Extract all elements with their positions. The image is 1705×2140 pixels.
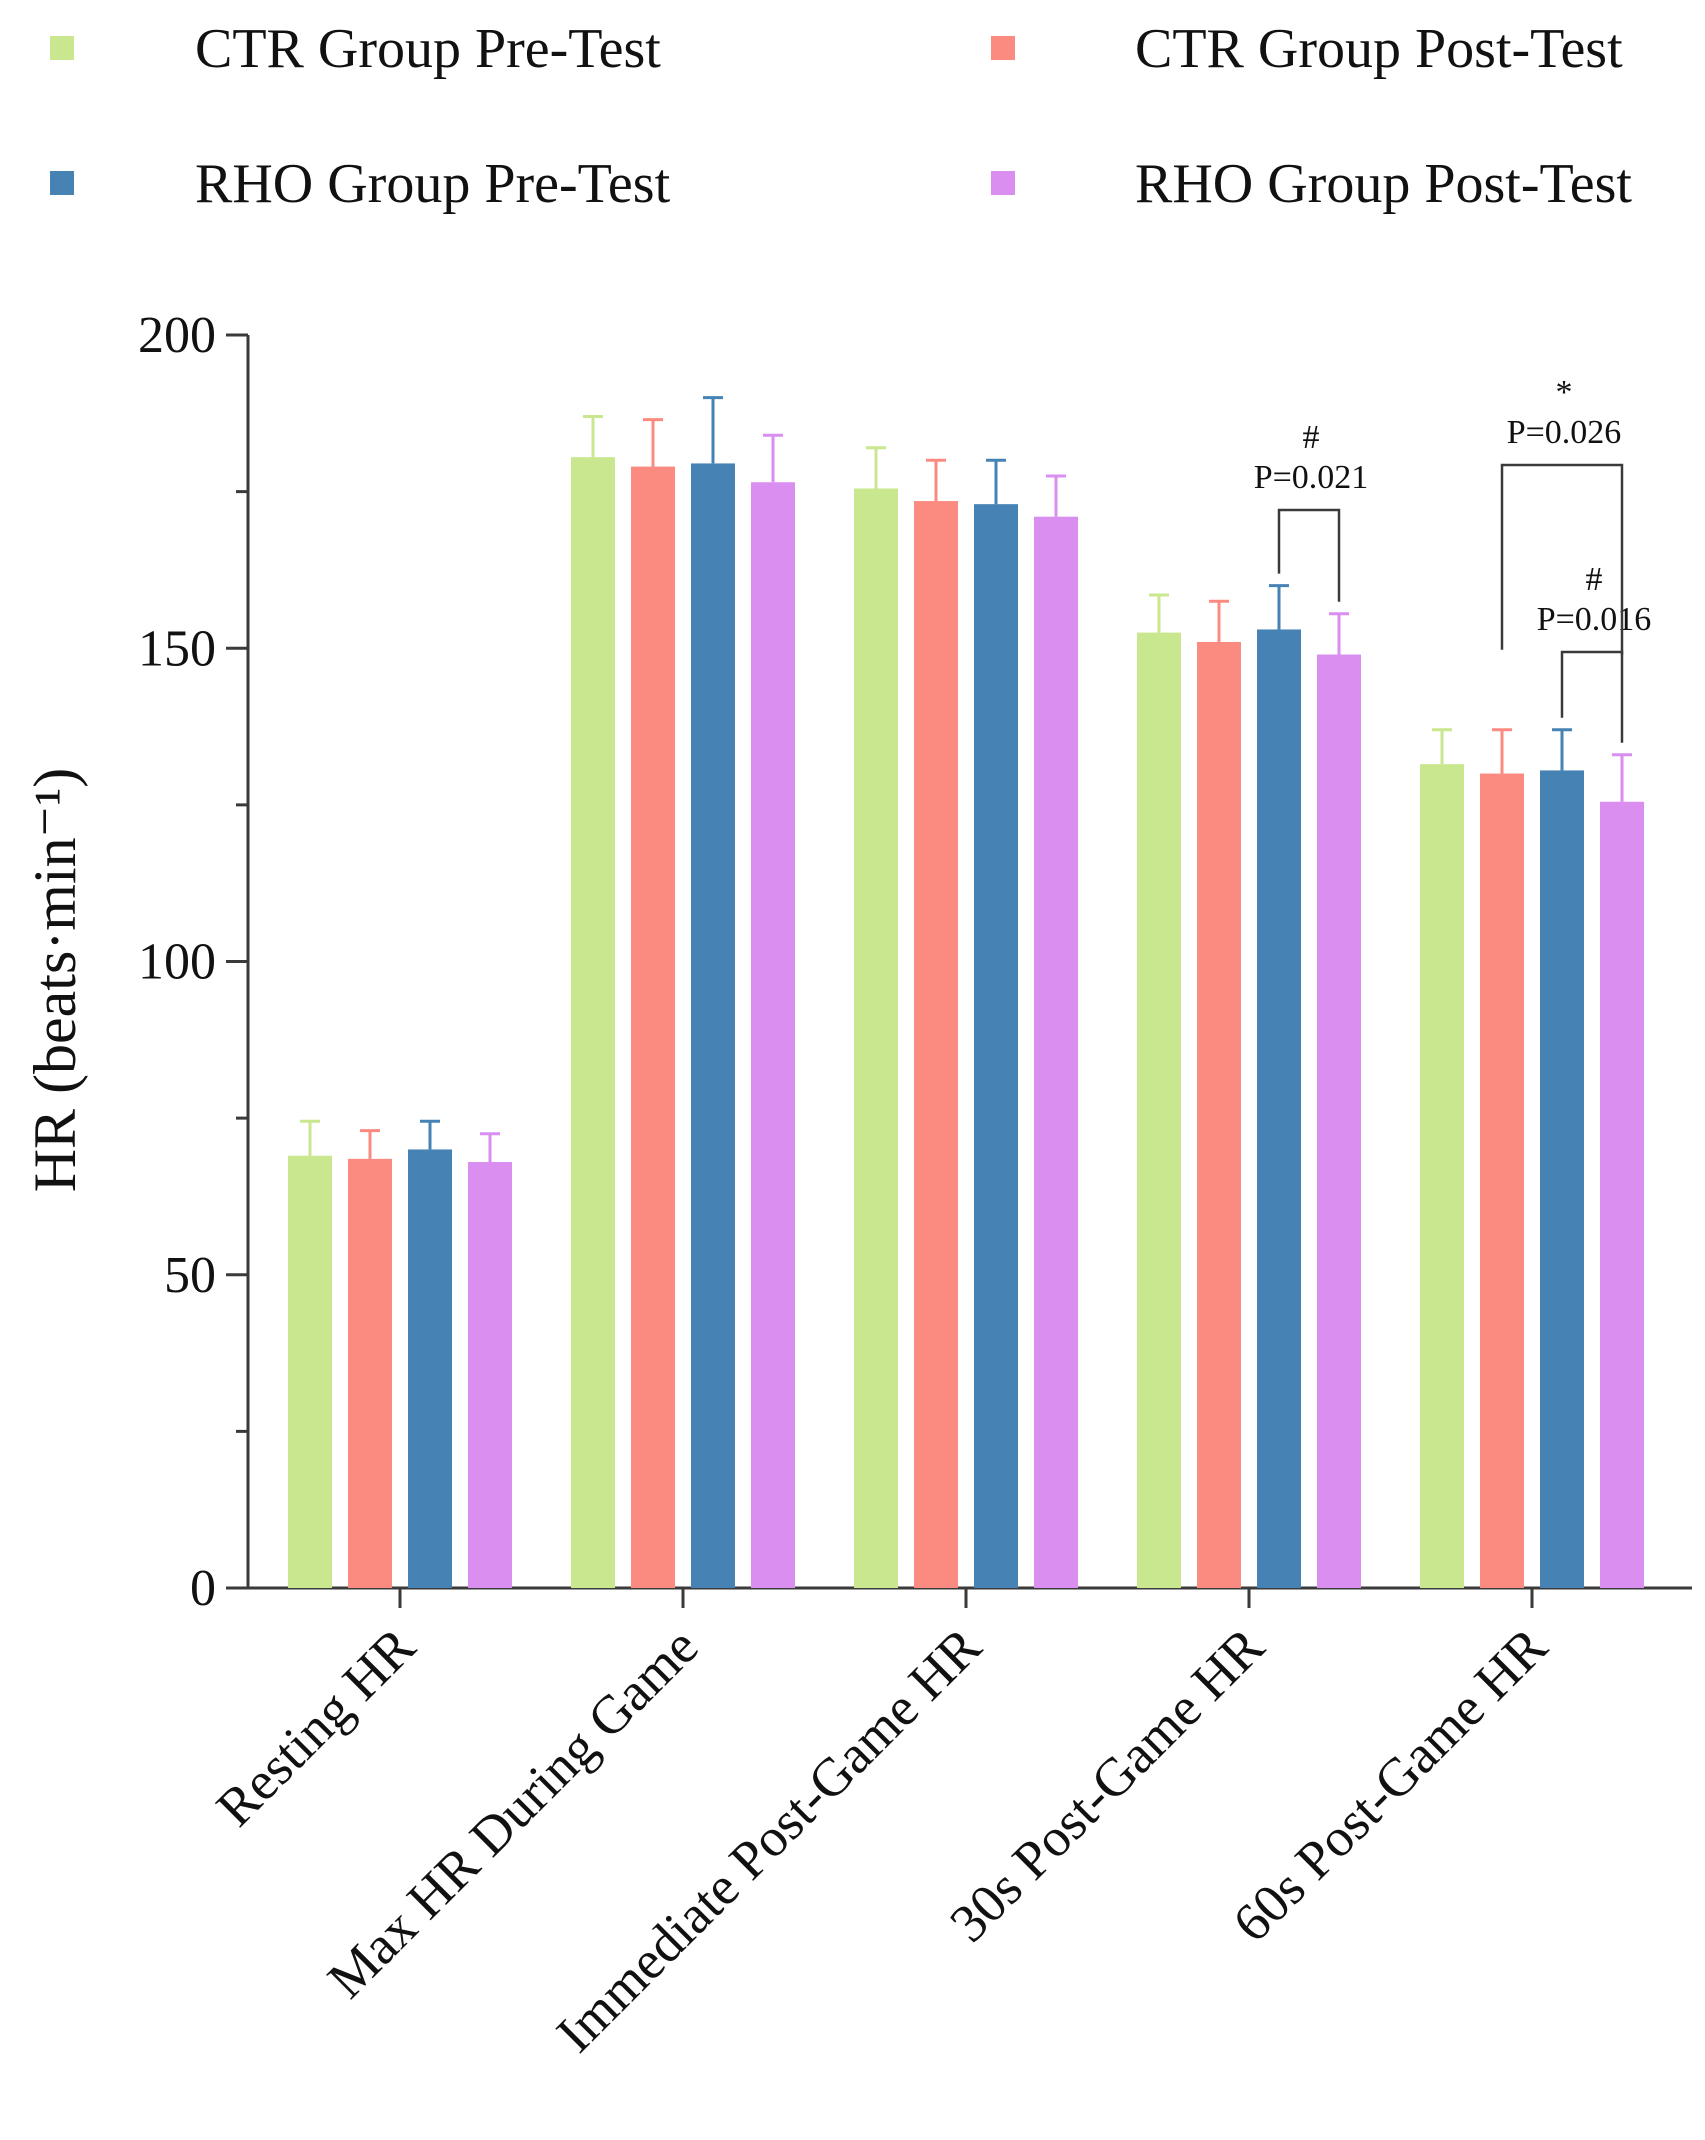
legend-label-rho-group-post-test: RHO Group Post-Test: [1135, 153, 1632, 215]
bar-ctr-group-post-test-immediate-post-game-hr: [914, 501, 958, 1589]
bar-ctr-group-pre-test-60s-post-game-hr: [1420, 764, 1464, 1588]
bar-ctr-group-post-test-30s-post-game-hr: [1197, 641, 1241, 1588]
y-tick-label: 100: [138, 934, 216, 991]
significance-bracket: [1277, 508, 1341, 602]
bar-rho-group-pre-test-resting-hr: [408, 1149, 452, 1588]
legend-marker-ctr-group-post-test: [991, 36, 1015, 60]
p-value-label: P=0.026: [1507, 414, 1622, 451]
legend-marker-rho-group-post-test: [991, 171, 1015, 195]
legend-marker-rho-group-pre-test: [50, 171, 74, 195]
bar-rho-group-post-test-max-hr-during-game: [751, 482, 795, 1588]
bar-ctr-group-post-test-resting-hr: [348, 1158, 392, 1588]
legend: CTR Group Pre-Test CTR Group Post-Test RHO…: [50, 18, 1632, 215]
significance-bracket: [1500, 463, 1624, 655]
p-value-label: P=0.021: [1254, 459, 1369, 496]
bar-rho-group-post-test-resting-hr: [468, 1161, 512, 1588]
bar-ctr-group-post-test-max-hr-during-game: [631, 466, 675, 1589]
y-tick-label: 50: [164, 1247, 216, 1304]
significance-symbol: #: [1303, 419, 1320, 456]
significance-symbol: *: [1556, 374, 1573, 411]
significance-symbol: #: [1586, 561, 1603, 598]
x-tick-label-30s-post-game-hr: 30s Post-Game HR: [938, 1616, 1275, 1953]
bar-rho-group-post-test-immediate-post-game-hr: [1034, 516, 1078, 1588]
significance-bracket: [1560, 650, 1624, 743]
bar-ctr-group-post-test-60s-post-game-hr: [1480, 773, 1524, 1588]
bar-rho-group-pre-test-immediate-post-game-hr: [974, 504, 1018, 1588]
bar-rho-group-post-test-60s-post-game-hr: [1600, 801, 1644, 1588]
y-tick-label: 150: [138, 620, 216, 677]
bar-rho-group-pre-test-max-hr-during-game: [691, 463, 735, 1588]
y-tick-label: 0: [190, 1560, 216, 1617]
bar-rho-group-pre-test-30s-post-game-hr: [1257, 629, 1301, 1588]
x-tick-label-resting-hr: Resting HR: [205, 1616, 427, 1838]
bars-group: [288, 396, 1644, 1589]
x-tick-label-60s-post-game-hr: 60s Post-Game HR: [1221, 1616, 1558, 1953]
bar-rho-group-post-test-30s-post-game-hr: [1317, 654, 1361, 1588]
y-axis-label: HR (beats·min⁻¹): [22, 768, 88, 1193]
bar-ctr-group-pre-test-30s-post-game-hr: [1137, 632, 1181, 1588]
legend-label-ctr-group-post-test: CTR Group Post-Test: [1135, 18, 1623, 80]
legend-label-ctr-group-pre-test: CTR Group Pre-Test: [195, 18, 661, 80]
y-tick-label: 200: [138, 307, 216, 364]
legend-marker-ctr-group-pre-test: [50, 36, 74, 60]
bar-ctr-group-pre-test-max-hr-during-game: [571, 457, 615, 1589]
bar-rho-group-pre-test-60s-post-game-hr: [1540, 770, 1584, 1588]
bar-ctr-group-pre-test-resting-hr: [288, 1155, 332, 1588]
legend-label-rho-group-pre-test: RHO Group Pre-Test: [195, 153, 671, 215]
significance-annotations: P=0.021#P=0.016#P=0.026*: [1254, 374, 1652, 743]
p-value-label: P=0.016: [1537, 601, 1652, 638]
bar-ctr-group-pre-test-immediate-post-game-hr: [854, 488, 898, 1589]
